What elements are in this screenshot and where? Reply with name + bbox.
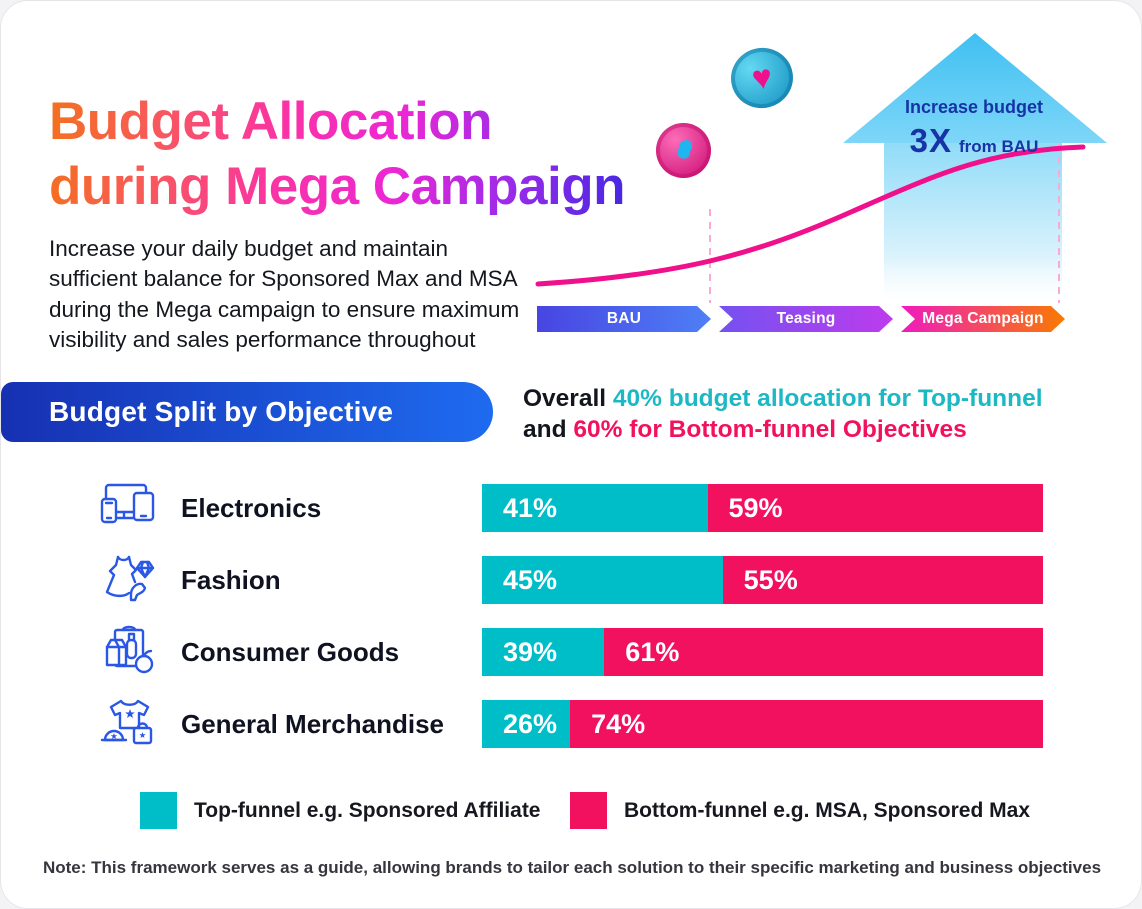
title-line-1: Budget Allocation: [49, 91, 492, 151]
increase-budget-annotation: Increase budget 3X from BAU: [861, 96, 1087, 161]
summary-fragment: 40% budget allocation for Top-funnel: [612, 385, 1043, 412]
category-row: General Merchandise 26% 74%: [1, 700, 1141, 748]
phase-label: BAU: [606, 310, 642, 327]
category-label: Consumer Goods: [181, 637, 400, 667]
section-heading: Budget Split by Objective: [49, 396, 394, 427]
general-merchandise-icon: [97, 692, 161, 756]
budget-growth-chart: Increase budget 3X from BAU ♥ BAU Teasing M…: [531, 26, 1116, 336]
summary-text: Overall 40% budget allocation for Top-fu…: [523, 384, 1083, 446]
category-label: General Merchandise: [181, 709, 444, 739]
category-row: Fashion 45% 55%: [1, 556, 1141, 604]
budget-s-curve: [535, 144, 1086, 287]
blob-glyph: [676, 139, 692, 159]
stacked-bar: 41% 59%: [482, 484, 1043, 532]
chart-legend: Top-funnel e.g. Sponsored Affiliate Botto…: [1, 792, 1141, 830]
stacked-bar: 45% 55%: [482, 556, 1043, 604]
legend-label: Bottom-funnel e.g. MSA, Sponsored Max: [624, 798, 1031, 822]
bottom-funnel-value: 74%: [591, 708, 646, 739]
consumer-goods-icon: [97, 620, 161, 684]
summary-line: and 60% for Bottom-funnel Objectives: [523, 415, 1083, 446]
summary-fragment: 60% for Bottom-funnel Objectives: [573, 415, 967, 443]
category-bars: Electronics 41% 59% Fashion 45% 55%: [1, 484, 1141, 772]
legend-swatch: [140, 792, 177, 829]
top-funnel-segment: 41%: [482, 484, 708, 532]
legend-swatch: [570, 792, 607, 829]
legend-item: Top-funnel e.g. Sponsored Affiliate: [140, 792, 541, 829]
category-label: Electronics: [181, 493, 322, 523]
fashion-icon: [97, 548, 161, 612]
multiplier-3x: 3X: [909, 121, 953, 159]
campaign-phase-timeline: BAU Teasing Mega Campaign: [531, 306, 1116, 332]
phase-teasing: Teasing: [719, 306, 893, 332]
phase-label: Mega Campaign: [922, 310, 1044, 327]
annotation-line-2: 3X from BAU: [861, 120, 1087, 161]
growth-curve-canvas: [535, 33, 1107, 309]
bottom-funnel-segment: 74%: [570, 700, 1043, 748]
summary-fragment: Overall: [523, 385, 613, 412]
annotation-suffix: from BAU: [959, 136, 1039, 156]
summary-fragment: and: [523, 415, 574, 443]
phase-label: Teasing: [776, 310, 836, 327]
top-funnel-segment: 26%: [482, 700, 571, 748]
phase-bau: BAU: [537, 306, 711, 332]
heart-glyph: ♥: [749, 57, 775, 99]
bottom-funnel-segment: 55%: [722, 556, 1043, 604]
stacked-bar: 26% 74%: [482, 700, 1043, 748]
bottom-funnel-value: 61%: [625, 636, 680, 667]
stacked-bar: 39% 61%: [482, 628, 1043, 676]
category-label: Fashion: [181, 565, 281, 595]
summary-line: Overall 40% budget allocation for Top-fu…: [523, 384, 1083, 415]
annotation-line-1: Increase budget: [904, 97, 1044, 117]
top-funnel-value: 26%: [503, 708, 558, 739]
phase-mega-campaign: Mega Campaign: [901, 306, 1065, 332]
top-funnel-value: 39%: [503, 636, 558, 667]
bottom-funnel-segment: 59%: [707, 484, 1043, 532]
category-row: Electronics 41% 59%: [1, 484, 1141, 532]
footnote: Note: This framework serves as a guide, …: [42, 858, 1102, 877]
top-funnel-segment: 45%: [482, 556, 723, 604]
top-funnel-segment: 39%: [482, 628, 605, 676]
top-funnel-value: 45%: [503, 564, 558, 595]
section-heading-pill: Budget Split by Objective: [1, 382, 493, 442]
legend-label: Top-funnel e.g. Sponsored Affiliate: [194, 798, 541, 822]
bottom-funnel-value: 59%: [728, 492, 783, 523]
intro-text: Increase your daily budget and maintain …: [49, 235, 520, 353]
pink-coin-blob-icon: [656, 123, 711, 178]
category-row: Consumer Goods 39% 61%: [1, 628, 1141, 676]
legend-item: Bottom-funnel e.g. MSA, Sponsored Max: [570, 792, 1030, 829]
electronics-devices-icon: [97, 476, 161, 540]
bottom-funnel-segment: 61%: [604, 628, 1043, 676]
top-funnel-value: 41%: [503, 492, 558, 523]
increase-arrow-shaft: [884, 141, 1062, 309]
increase-arrow-head: [843, 33, 1107, 143]
bottom-funnel-value: 55%: [743, 564, 798, 595]
